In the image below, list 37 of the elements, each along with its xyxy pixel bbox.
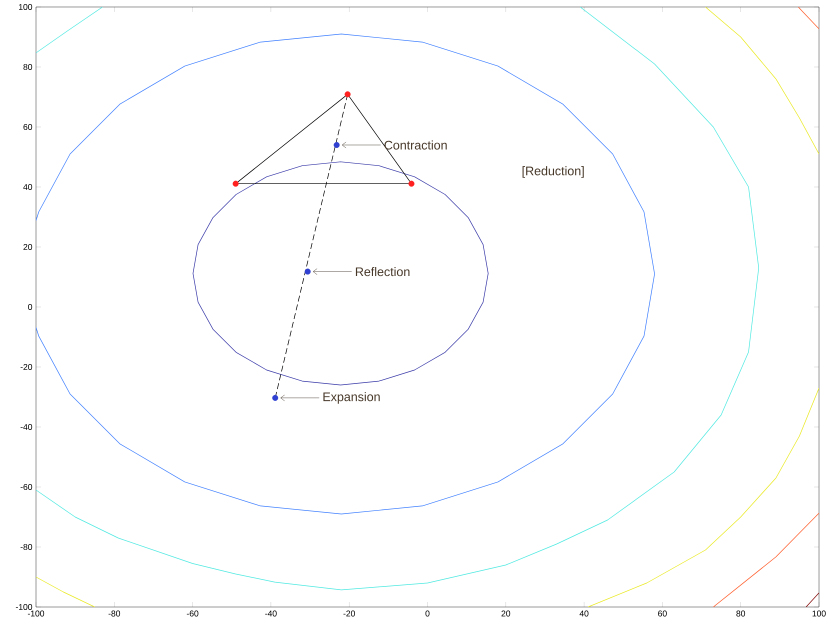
annotation: Contraction <box>384 140 447 150</box>
x-tick-label: 0 <box>425 610 430 617</box>
line-series <box>588 388 820 607</box>
y-tick-label: -80 <box>20 544 32 550</box>
point <box>334 142 340 148</box>
annotation: Expansion <box>323 392 380 404</box>
y-tick-label: 0 <box>28 304 32 310</box>
y-tick-label: 60 <box>24 124 32 130</box>
y-tick-label: -60 <box>20 484 32 490</box>
y-tick-label: 20 <box>23 244 32 250</box>
point <box>304 268 311 275</box>
line-series <box>36 34 655 514</box>
x-tick-label: -60 <box>186 610 198 617</box>
line-series <box>192 161 489 386</box>
x-tick-label: -20 <box>343 610 355 617</box>
line-series <box>36 6 760 590</box>
annotation: [Reduction] <box>522 166 584 178</box>
point <box>232 180 239 187</box>
y-tick-label: -100 <box>16 604 32 610</box>
point <box>408 180 414 187</box>
point <box>272 394 278 401</box>
y-tick-label: 80 <box>23 64 32 70</box>
point <box>344 91 351 98</box>
y-tick-label: -40 <box>20 424 32 430</box>
x-tick-label: 40 <box>580 610 588 617</box>
x-tick-label: 100 <box>812 610 826 617</box>
y-tick-label: 100 <box>18 4 32 10</box>
x-tick-label: 20 <box>502 610 510 617</box>
line-series <box>705 6 820 154</box>
annotation: Reflection <box>356 267 410 276</box>
y-tick-label: 40 <box>23 184 32 190</box>
x-tick-label: -80 <box>108 610 120 617</box>
x-tick-label: -100 <box>28 610 44 617</box>
y-tick-label: -20 <box>20 364 32 370</box>
x-tick-label: -40 <box>265 610 277 617</box>
x-tick-label: 60 <box>658 610 667 617</box>
x-tick-label: 80 <box>736 610 746 617</box>
